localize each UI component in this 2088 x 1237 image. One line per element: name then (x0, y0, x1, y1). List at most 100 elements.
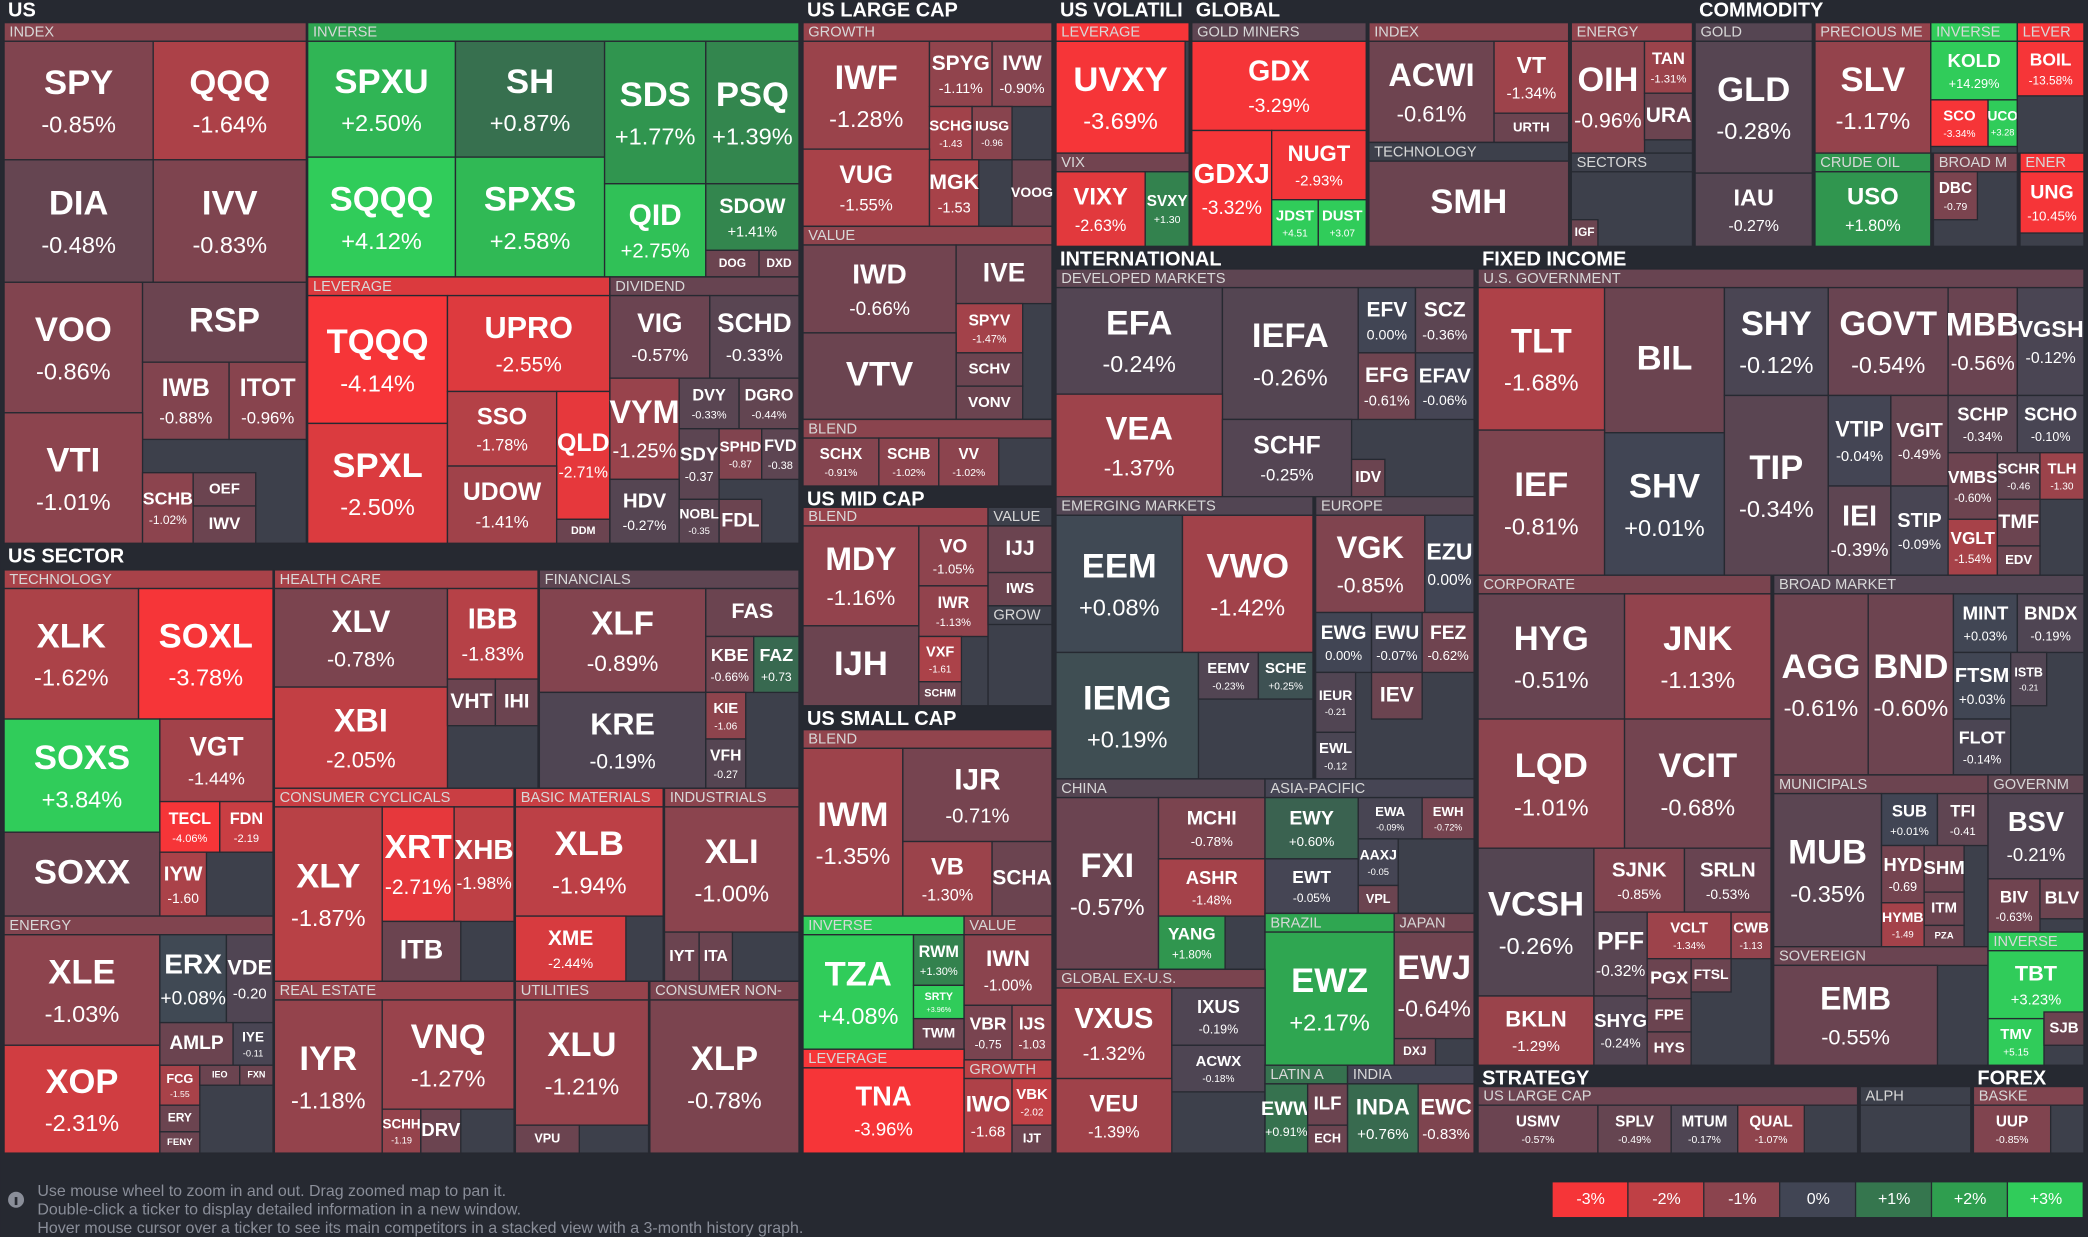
ticker[interactable]: GLD (1717, 71, 1790, 109)
tile[interactable] (1593, 911, 1648, 997)
ticker[interactable]: GOVT (1839, 305, 1937, 343)
tile[interactable] (2016, 593, 2085, 654)
ticker[interactable]: VV (959, 446, 980, 463)
ticker[interactable]: ASHR (1186, 867, 1238, 888)
ticker[interactable]: INDA (1356, 1094, 1410, 1119)
ticker[interactable]: YANG (1168, 925, 1216, 944)
ticker[interactable]: FVD (764, 437, 797, 455)
ticker[interactable]: MINT (1962, 603, 2008, 624)
ticker[interactable]: BSV (2008, 806, 2065, 837)
tile[interactable] (1317, 199, 1367, 248)
ticker[interactable]: SOXS (34, 739, 130, 777)
tile[interactable] (1477, 593, 1626, 720)
ticker[interactable]: IGF (1575, 225, 1595, 239)
ticker[interactable]: VGT (189, 731, 243, 761)
tile[interactable] (963, 934, 1053, 1006)
ticker[interactable]: SCHD (717, 308, 792, 338)
ticker[interactable]: HYS (1654, 1040, 1685, 1057)
tile[interactable] (802, 934, 915, 1050)
tile[interactable] (609, 478, 680, 544)
tile[interactable] (1421, 611, 1475, 674)
ticker[interactable]: DBC (1939, 180, 1972, 197)
tile[interactable] (938, 437, 1000, 487)
ticker[interactable]: IJT (1023, 1131, 1042, 1145)
tile[interactable] (1646, 997, 1692, 1033)
tile[interactable] (159, 718, 274, 803)
ticker[interactable]: SCHX (820, 446, 863, 463)
ticker[interactable]: TMF (1998, 511, 2039, 533)
tile[interactable] (971, 105, 1013, 161)
ticker[interactable]: FXN (247, 1070, 265, 1080)
tile[interactable] (453, 806, 515, 923)
tile[interactable] (705, 738, 747, 789)
tile[interactable] (918, 681, 963, 707)
ticker[interactable]: EMB (1820, 980, 1891, 1016)
ticker[interactable]: VWO (1206, 547, 1289, 585)
ticker[interactable]: DRV (421, 1119, 461, 1140)
tile[interactable] (159, 1021, 234, 1066)
ticker[interactable]: KBE (711, 645, 749, 665)
tile[interactable] (991, 40, 1053, 108)
tile[interactable] (219, 800, 274, 853)
ticker[interactable]: VIG (637, 308, 682, 338)
tile[interactable] (1157, 796, 1266, 860)
ticker[interactable]: EWY (1289, 808, 1334, 830)
ticker[interactable]: FCG (166, 1071, 193, 1086)
ticker[interactable]: IEI (1842, 500, 1877, 532)
ticker[interactable]: IYE (242, 1029, 264, 1044)
tile[interactable] (228, 361, 307, 441)
ticker[interactable]: AAXJ (1360, 847, 1397, 863)
tile[interactable] (1197, 651, 1260, 700)
tile[interactable] (381, 1108, 422, 1154)
ticker[interactable]: IEF (1514, 466, 1568, 504)
ticker[interactable]: VUG (839, 162, 893, 189)
ticker[interactable]: XLF (591, 605, 654, 642)
ticker[interactable]: EWH (1433, 804, 1464, 819)
tile[interactable] (1987, 878, 2041, 933)
tile[interactable] (1257, 651, 1314, 700)
ticker[interactable]: EWT (1292, 867, 1331, 887)
ticker[interactable]: TNA (856, 1080, 912, 1111)
ticker[interactable]: ERY (168, 1111, 192, 1125)
ticker[interactable]: IJS (1019, 1013, 1045, 1033)
tile[interactable] (1996, 498, 2041, 547)
ticker[interactable]: SPY (44, 64, 113, 102)
ticker[interactable]: SCHA (992, 866, 1051, 889)
ticker[interactable]: VYM (609, 394, 679, 430)
ticker[interactable]: QLD (557, 429, 610, 457)
tile[interactable] (1314, 731, 1357, 780)
ticker[interactable]: BNDX (2024, 603, 2078, 624)
ticker[interactable]: EWL (1319, 741, 1352, 757)
tile[interactable] (273, 587, 449, 688)
ticker[interactable]: SCHM (924, 688, 956, 700)
tile[interactable] (1264, 1083, 1309, 1154)
ticker[interactable]: VB (931, 853, 964, 880)
tile[interactable] (991, 840, 1053, 917)
tile[interactable] (1191, 129, 1273, 248)
ticker[interactable]: DDM (571, 525, 596, 537)
tile[interactable] (2039, 452, 2085, 500)
tile[interactable] (802, 244, 957, 334)
tile[interactable] (1477, 995, 1595, 1066)
ticker[interactable]: VFH (710, 748, 741, 765)
tile[interactable] (3, 281, 144, 414)
ticker[interactable]: SHYG (1594, 1010, 1647, 1031)
tile[interactable] (1952, 651, 2012, 720)
tile[interactable] (2016, 40, 2085, 97)
ticker[interactable]: BLV (2045, 888, 2080, 908)
ticker[interactable]: FLOT (1959, 728, 2006, 748)
ticker[interactable]: VIXY (1073, 184, 1127, 211)
ticker[interactable]: HDV (623, 490, 667, 513)
ticker[interactable]: VTV (846, 355, 913, 393)
tile[interactable] (738, 377, 800, 430)
ticker[interactable]: SHV (1629, 468, 1700, 506)
ticker[interactable]: QUAL (1749, 1113, 1792, 1130)
ticker[interactable]: EZU (1426, 539, 1472, 565)
ticker[interactable]: MCHI (1187, 808, 1237, 830)
ticker[interactable]: STIP (1897, 510, 1941, 532)
ticker[interactable]: XRT (385, 829, 453, 866)
ticker[interactable]: FDL (721, 510, 759, 532)
tile[interactable] (1623, 718, 1772, 849)
ticker[interactable]: GDXJ (1194, 158, 1270, 189)
ticker[interactable]: PGX (1650, 967, 1688, 987)
